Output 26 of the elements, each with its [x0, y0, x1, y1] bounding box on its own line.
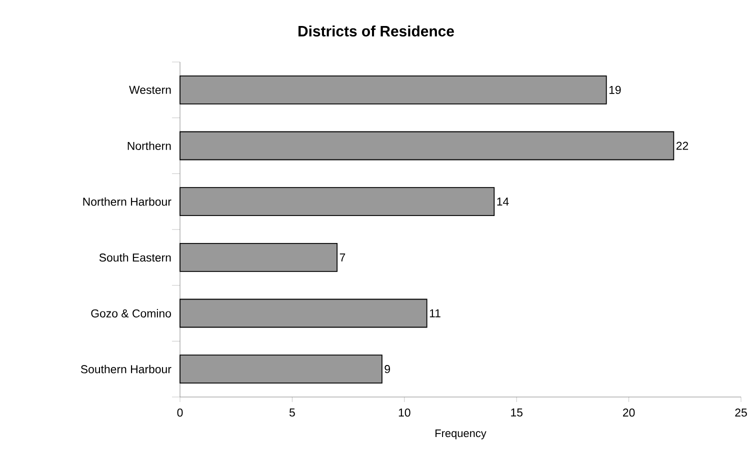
y-tick-label: South Eastern	[99, 253, 171, 262]
x-tick-label: 20	[623, 408, 635, 417]
data-label: 22	[676, 142, 688, 150]
x-tick-label: 15	[511, 408, 522, 417]
bar	[180, 131, 674, 160]
y-tick-label: Western	[129, 86, 171, 94]
data-label: 7	[340, 253, 346, 262]
y-tick-label: Northern	[128, 142, 171, 150]
bar	[180, 187, 495, 216]
x-tick-label: 0	[177, 408, 183, 417]
bar	[180, 354, 382, 384]
y-tick-label: Southern Harbour	[80, 364, 172, 374]
bar	[180, 242, 338, 272]
x-tick-label: 10	[398, 408, 410, 417]
data-label: 9	[384, 365, 390, 374]
y-tick-label: Gozo & Comino	[91, 309, 171, 318]
bar	[180, 75, 607, 104]
x-axis-title: Frequency	[436, 429, 486, 440]
data-label: 19	[609, 86, 621, 94]
data-label: 14	[497, 198, 509, 206]
x-tick-label: 25	[735, 408, 747, 417]
x-tick-label: 5	[289, 408, 295, 417]
y-tick-label: Northern Harbour	[83, 197, 172, 206]
data-label: 11	[430, 309, 440, 318]
bar	[180, 298, 428, 328]
chart-title: Districts of Residence	[298, 26, 454, 36]
